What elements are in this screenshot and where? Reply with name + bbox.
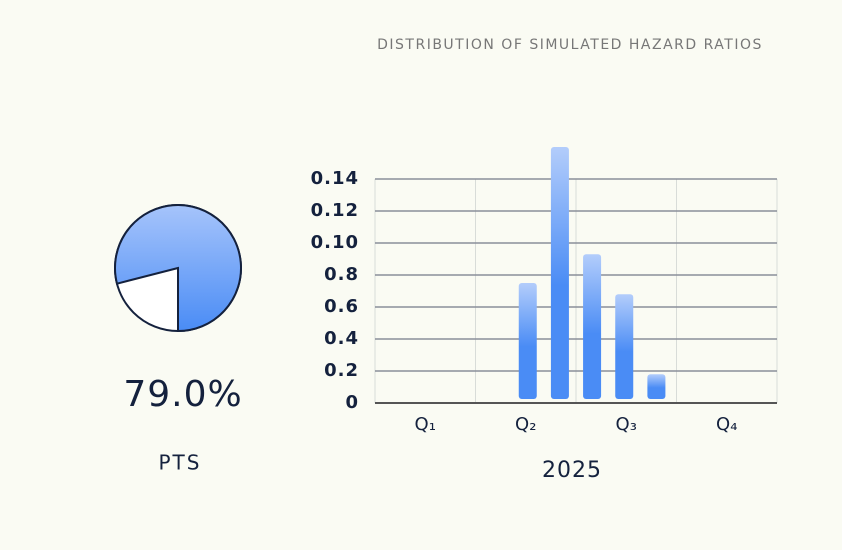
chart-title: DISTRIBUTION OF SIMULATED HAZARD RATIOS [377, 37, 763, 53]
x-tick-label: Q₄ [716, 414, 737, 435]
bar [518, 283, 537, 399]
pie-slice [114, 204, 242, 333]
x-tick-label: Q₂ [515, 414, 536, 435]
y-tick-label: 0.12 [311, 200, 359, 221]
y-tick-label: 0.8 [324, 264, 359, 285]
x-tick-label: Q₃ [616, 414, 637, 435]
bar [550, 147, 569, 399]
y-tick-label: 0.6 [324, 296, 359, 317]
bar [615, 294, 634, 399]
x-axis-label: 2025 [542, 458, 602, 483]
pie-value-label: 79.0% [123, 374, 242, 415]
bar [647, 374, 666, 399]
x-tick-label: Q₁ [415, 414, 436, 435]
bar [583, 254, 602, 399]
pie-label: PTS [159, 451, 202, 475]
y-tick-label: 0.4 [324, 328, 359, 349]
y-tick-label: 0.10 [311, 232, 359, 253]
y-tick-label: 0 [345, 392, 359, 413]
y-tick-label: 0.14 [311, 168, 359, 189]
y-tick-label: 0.2 [324, 360, 359, 381]
